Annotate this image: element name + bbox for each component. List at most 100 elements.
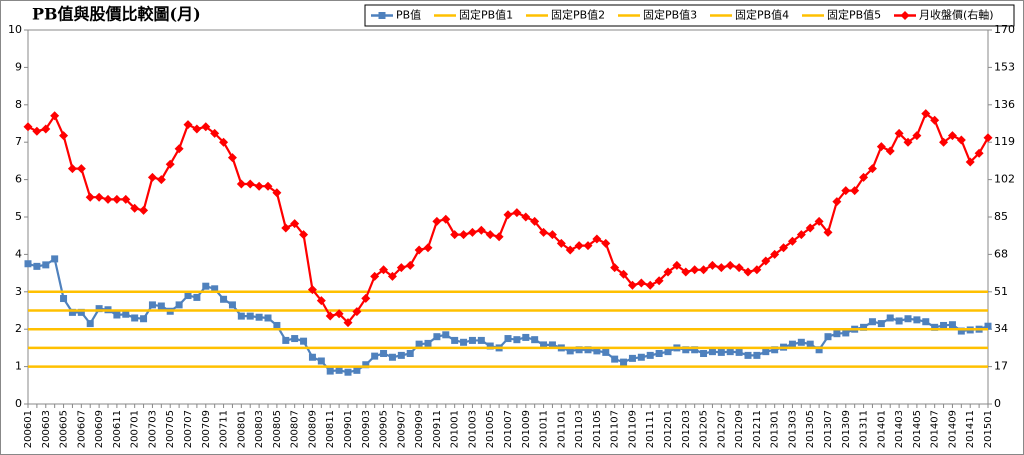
series-marker [184, 292, 192, 300]
legend-label: 固定PB值5 [827, 8, 881, 22]
series-marker [806, 340, 814, 348]
series-marker [912, 131, 922, 141]
series-marker [664, 348, 672, 356]
series-marker [362, 361, 370, 369]
series-marker [361, 293, 371, 303]
series-marker [316, 296, 326, 306]
series-marker [690, 265, 700, 275]
series-marker [619, 269, 629, 279]
series-marker [956, 135, 966, 145]
series-marker [691, 346, 699, 354]
y-tick-label: 0 [15, 397, 22, 410]
series-marker [770, 249, 780, 259]
series-marker [42, 261, 50, 269]
series-marker [335, 366, 343, 374]
series-marker [513, 336, 521, 344]
x-tick-label: 201203 [681, 410, 692, 448]
series-marker [583, 241, 593, 251]
series-marker [147, 172, 157, 182]
x-tick-label: 200907 [396, 410, 407, 448]
x-tick-label: 200611 [112, 410, 123, 448]
series-marker [272, 188, 282, 198]
series-marker [700, 350, 708, 358]
x-tick-label: 201309 [841, 410, 852, 448]
x-tick-label: 201403 [894, 410, 905, 448]
series-marker [165, 159, 175, 169]
series-marker [300, 337, 308, 345]
series-marker [841, 186, 851, 196]
series-marker [983, 133, 993, 143]
series-marker [423, 243, 433, 253]
series-marker [352, 307, 362, 317]
series-marker [725, 260, 735, 270]
series-marker [930, 115, 940, 125]
x-tick-label: 200603 [41, 410, 52, 448]
series-marker [307, 285, 317, 295]
series-marker [620, 358, 628, 366]
x-tick-label: 201103 [574, 410, 585, 448]
series-marker [814, 216, 824, 226]
series-marker [476, 225, 486, 235]
y2-tick-label: 17 [994, 360, 1008, 373]
series-marker [744, 351, 752, 359]
series-marker [948, 321, 956, 329]
x-tick-label: 201401 [876, 410, 887, 448]
series-marker [344, 368, 352, 376]
series-marker [592, 234, 602, 244]
series-marker [405, 260, 415, 270]
series-marker [752, 265, 762, 275]
series-marker [175, 301, 183, 309]
x-tick-label: 201311 [859, 410, 870, 448]
series-marker [708, 348, 716, 356]
series-marker [51, 255, 59, 263]
series-marker [103, 194, 113, 204]
series-marker [565, 245, 575, 255]
series-marker [139, 205, 149, 215]
series-marker [894, 128, 904, 138]
series-marker [460, 338, 468, 346]
series-marker [743, 267, 753, 277]
y2-tick-label: 0 [994, 397, 1001, 410]
series-marker [220, 295, 228, 303]
series-marker [922, 318, 930, 326]
series-marker [193, 293, 201, 301]
series-marker [236, 179, 246, 189]
y2-tick-label: 153 [994, 60, 1015, 73]
series-marker [868, 318, 876, 326]
x-tick-label: 201405 [912, 410, 923, 448]
x-tick-label: 200701 [130, 410, 141, 448]
series-marker [699, 265, 709, 275]
y2-tick-label: 34 [994, 322, 1008, 335]
series-marker [637, 353, 645, 361]
series-marker [227, 153, 237, 163]
series-marker [380, 350, 388, 358]
series-marker [432, 216, 442, 226]
x-tick-label: 200811 [325, 410, 336, 448]
x-tick-label: 200709 [201, 410, 212, 448]
series-marker [771, 346, 779, 354]
series-marker [681, 267, 691, 277]
series-marker [602, 348, 610, 356]
series-marker [547, 230, 557, 240]
x-tick-label: 200601 [23, 410, 34, 448]
series-marker [291, 335, 299, 343]
series-marker [503, 210, 513, 220]
series-marker [762, 348, 770, 356]
series-marker [388, 353, 396, 361]
x-tick-label: 201407 [930, 410, 941, 448]
series-marker [788, 340, 796, 348]
legend [364, 4, 1015, 27]
y-tick-label: 3 [15, 285, 22, 298]
series-marker [716, 263, 726, 273]
series-marker [121, 194, 131, 204]
x-tick-label: 201205 [699, 410, 710, 448]
series-marker [805, 223, 815, 233]
series-marker [273, 321, 281, 329]
series-marker [467, 227, 477, 237]
series-marker [245, 179, 255, 189]
series-marker [415, 340, 423, 348]
x-tick-label: 200801 [236, 410, 247, 448]
series-marker [974, 148, 984, 158]
x-tick-label: 201211 [752, 410, 763, 448]
x-tick-label: 200703 [147, 410, 158, 448]
